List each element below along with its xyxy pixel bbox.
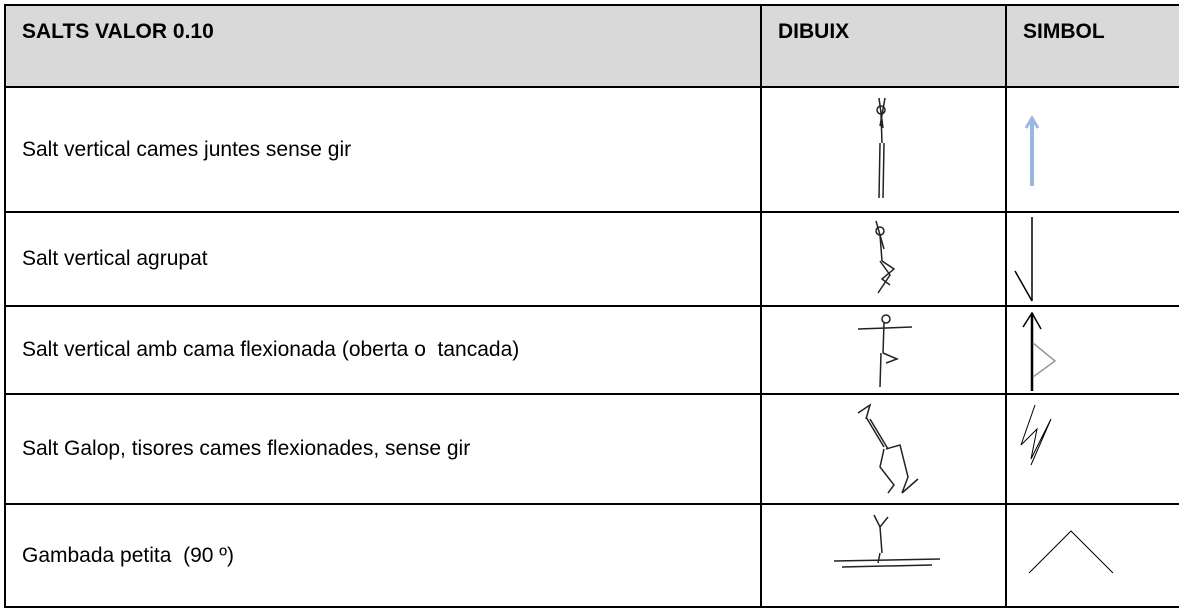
row-text: Salt vertical agrupat xyxy=(22,247,208,270)
row: Salt Galop, tisores cames flexionades, s… xyxy=(4,393,1179,505)
figure-drawing xyxy=(833,514,941,568)
cell: Salt vertical cames juntes sense gir xyxy=(4,86,762,213)
jumps-table: SALTS VALOR 0.10 DIBUIX SIMBOL Salt vert… xyxy=(4,4,1179,608)
header-text: SIMBOL xyxy=(1023,20,1105,43)
symbol xyxy=(1014,217,1033,302)
row-text: Gambada petita (90 º) xyxy=(22,543,234,567)
row-text: Salt vertical amb cama flexionada (obert… xyxy=(22,338,520,361)
figure-drawing xyxy=(875,220,896,294)
cell: Salt vertical agrupat xyxy=(4,211,762,307)
symbol xyxy=(1020,404,1052,466)
figure-drawing xyxy=(876,97,886,199)
header-text: SALTS VALOR 0.10 xyxy=(22,20,214,43)
row-text: Salt vertical cames juntes sense gir xyxy=(22,137,352,161)
symbol-cell xyxy=(1005,305,1179,395)
cell: Salt Galop, tisores cames flexionades, s… xyxy=(4,393,762,505)
drawing-cell xyxy=(760,86,1007,213)
figure-drawing xyxy=(857,403,919,494)
symbol xyxy=(1024,115,1040,186)
header-row: SALTS VALOR 0.10 DIBUIX SIMBOL xyxy=(4,4,1179,88)
row-text: Salt Galop, tisores cames flexionades, s… xyxy=(22,437,471,460)
drawing-cell xyxy=(760,211,1007,307)
symbol-cell xyxy=(1005,503,1179,608)
drawing-cell xyxy=(760,305,1007,395)
header-text: DIBUIX xyxy=(778,20,850,43)
row: Salt vertical cames juntes sense gir xyxy=(4,86,1179,213)
symbol-cell xyxy=(1005,86,1179,213)
row: Salt vertical amb cama flexionada (obert… xyxy=(4,305,1179,395)
cell: Salt vertical amb cama flexionada (obert… xyxy=(4,305,762,395)
header-cell: DIBUIX xyxy=(760,4,1007,88)
cell: Gambada petita (90 º) xyxy=(4,503,762,608)
drawing-cell xyxy=(760,393,1007,505)
symbol xyxy=(1028,530,1114,574)
header-cell: SALTS VALOR 0.10 xyxy=(4,4,762,88)
row: Salt vertical agrupat xyxy=(4,211,1179,307)
symbol xyxy=(1022,311,1057,391)
header-cell: SIMBOL xyxy=(1005,4,1179,88)
symbol-cell xyxy=(1005,211,1179,307)
figure-drawing xyxy=(857,314,913,388)
drawing-cell xyxy=(760,503,1007,608)
symbol-cell xyxy=(1005,393,1179,505)
row: Gambada petita (90 º) xyxy=(4,503,1179,608)
